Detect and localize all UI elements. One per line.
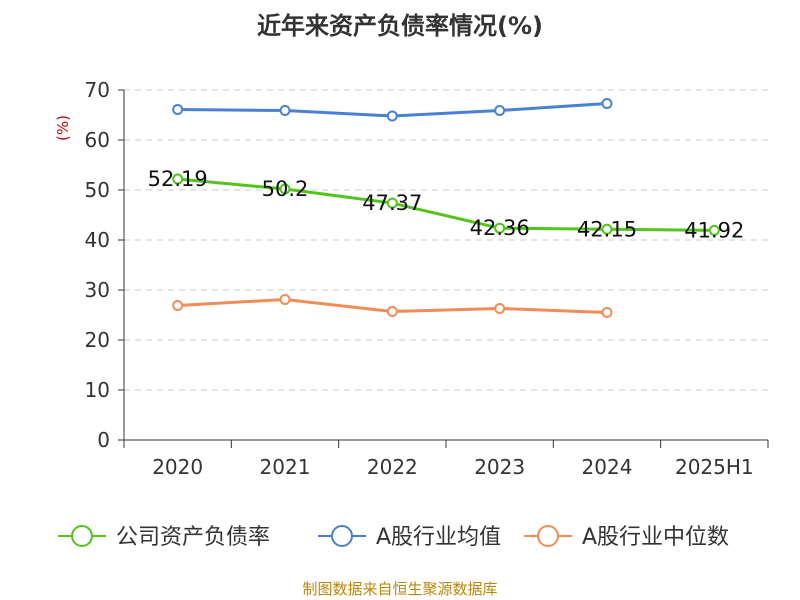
data-point [494, 303, 506, 314]
legend-label: A股行业中位数 [582, 525, 729, 550]
data-label: 42.15 [577, 217, 637, 241]
legend-label: A股行业均值 [376, 525, 501, 550]
legend-item: A股行业均值 [318, 525, 501, 550]
y-tick-label: 40 [85, 228, 110, 252]
series-lines [172, 98, 720, 318]
y-tick-label: 60 [85, 128, 110, 152]
data-point [601, 307, 613, 318]
series-line [177, 177, 715, 232]
x-axis-ticks: 2020 2021 2022 2023 2024 2025H1 [123, 440, 769, 479]
y-tick-label: 50 [85, 178, 110, 202]
data-point [279, 183, 291, 195]
data-point [601, 223, 613, 235]
y-tick-label: 20 [85, 328, 110, 352]
data-point [172, 300, 184, 311]
data-point [494, 105, 506, 116]
data-point [494, 222, 506, 234]
y-tick-label: 10 [85, 378, 110, 402]
legend-swatch-marker [537, 525, 559, 547]
data-point [386, 306, 398, 317]
x-tick-label: 2025H1 [675, 455, 754, 479]
legend-item: 公司资产负债率 [58, 525, 270, 550]
chart-title: 近年来资产负债率情况(%) [257, 12, 543, 40]
y-tick-label: 30 [85, 278, 110, 302]
data-labels: 52.19 50.2 47.37 42.36 42.15 41.92 [148, 167, 745, 242]
legend-label: 公司资产负债率 [116, 525, 270, 550]
legend-item: A股行业中位数 [524, 525, 729, 550]
data-label: 50.2 [262, 177, 309, 201]
x-tick-label: 2020 [152, 455, 203, 479]
y-axis-label: (%) [54, 115, 72, 141]
data-point [279, 105, 291, 116]
x-tick-label: 2023 [474, 455, 525, 479]
legend-swatch-marker [331, 525, 353, 547]
data-label: 41.92 [684, 218, 744, 242]
data-point [386, 110, 398, 122]
data-label: 47.37 [362, 191, 422, 215]
data-point [601, 98, 613, 109]
x-tick-label: 2022 [367, 455, 418, 479]
y-tick-label: 0 [97, 428, 110, 452]
x-tick-label: 2024 [582, 455, 633, 479]
source-note: 制图数据来自恒生聚源数据库 [302, 580, 498, 598]
y-axis-ticks: 0 10 20 30 40 50 60 70 [85, 78, 124, 452]
data-point [386, 197, 398, 209]
data-point [279, 294, 291, 305]
axes [123, 90, 768, 441]
y-tick-label: 70 [85, 78, 110, 102]
data-point [708, 224, 720, 236]
data-point [172, 104, 184, 115]
data-label: 52.19 [148, 167, 208, 191]
x-tick-label: 2021 [260, 455, 311, 479]
legend: 公司资产负债率 A股行业均值 A股行业中位数 [58, 525, 729, 550]
legend-swatch-marker [71, 525, 93, 547]
data-label: 42.36 [470, 216, 530, 240]
data-point [172, 173, 184, 185]
gridlines [124, 89, 768, 391]
